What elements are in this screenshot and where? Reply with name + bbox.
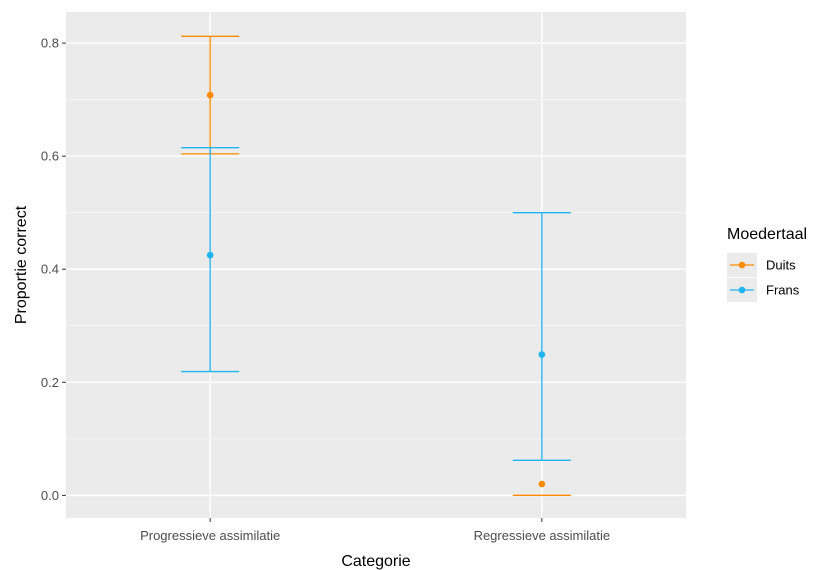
x-axis: Progressieve assimilatie Regressieve assi… xyxy=(140,518,610,543)
legend-title: Moedertaal xyxy=(727,226,807,243)
error-bars xyxy=(181,35,571,497)
data-point xyxy=(206,251,214,259)
data-point xyxy=(538,480,546,488)
x-tick-label: Regressieve assimilatie xyxy=(474,528,611,543)
data-point xyxy=(538,351,546,358)
y-tick-label: 0.4 xyxy=(41,262,59,277)
y-axis: 0.0 0.2 0.4 0.6 0.8 xyxy=(41,36,66,503)
major-gridlines xyxy=(66,12,686,518)
y-axis-title: Proportie correct xyxy=(13,205,30,324)
legend-label: Duits xyxy=(766,258,796,273)
legend-label: Frans xyxy=(766,283,800,298)
y-tick-label: 0.0 xyxy=(41,488,59,503)
y-tick-label: 0.2 xyxy=(41,375,59,390)
legend-key-point xyxy=(738,261,746,269)
y-tick-label: 0.6 xyxy=(41,149,59,164)
panel-background xyxy=(66,12,686,518)
legend-key-point xyxy=(738,286,746,294)
data-point xyxy=(206,91,214,99)
minor-gridlines xyxy=(66,99,686,440)
x-axis-title: Categorie xyxy=(341,553,410,570)
y-tick-label: 0.8 xyxy=(41,36,59,51)
legend: Moedertaal Duits Frans xyxy=(727,226,807,302)
x-tick-label: Progressieve assimilatie xyxy=(140,528,280,543)
